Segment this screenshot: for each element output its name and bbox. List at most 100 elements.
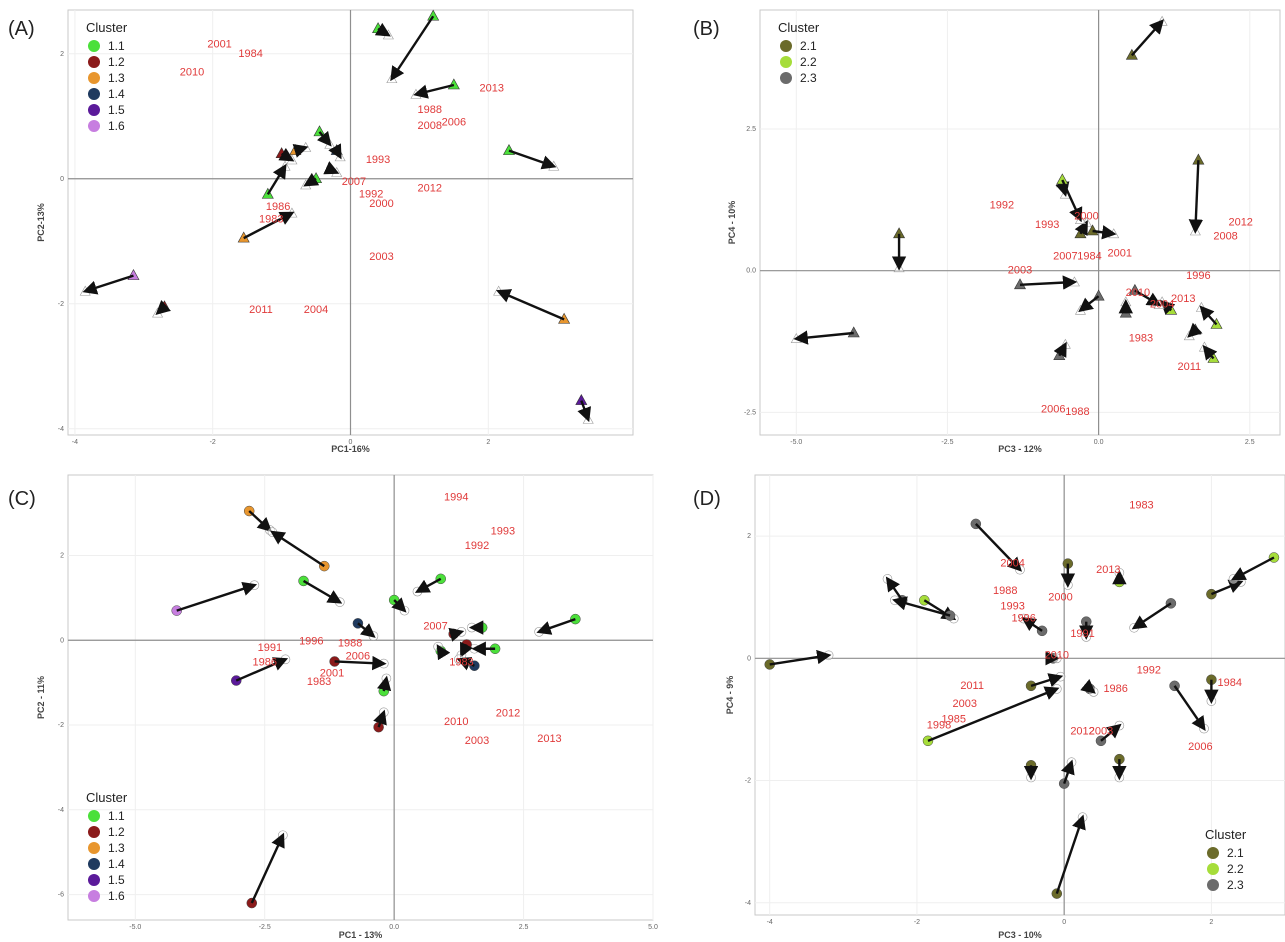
arrow [250, 832, 285, 904]
legend-label: 1.6 [108, 119, 125, 133]
y-axis-title: PC4 - 10% [727, 201, 737, 245]
y-tick-label: -4 [745, 900, 751, 907]
arrow [1021, 617, 1043, 632]
legend-swatch [88, 810, 100, 822]
panel-label: (B) [693, 18, 720, 40]
legend-swatch [88, 120, 100, 132]
arrow [373, 709, 387, 728]
x-tick-label: -2.5 [941, 439, 953, 446]
x-tick-label: 0.0 [389, 924, 399, 931]
arrow [892, 596, 951, 617]
x-tick-label: -2 [914, 919, 920, 926]
legend-label: 1.2 [108, 55, 125, 69]
arrow [1092, 225, 1117, 240]
year-label: 2012 [1070, 726, 1094, 738]
arrow [302, 579, 343, 604]
year-label: 1983 [307, 676, 331, 688]
legend-label: 2.1 [800, 39, 817, 53]
legend-label: 1.4 [108, 857, 125, 871]
chart-d: -4 -2 0 2 -4 -2 0 2 PC3 - 10% PC4 - 9% 1983 2004 201… [725, 474, 1285, 940]
year-label: 1983 [449, 657, 473, 669]
year-label: 2010 [1126, 287, 1150, 299]
year-label: 1992 [990, 199, 1014, 211]
year-label: 2006 [1041, 403, 1065, 415]
year-label: 2006 [346, 650, 370, 662]
year-label: 1992 [465, 540, 489, 552]
legend-swatch [88, 40, 100, 52]
y-tick-label: -2.5 [744, 409, 756, 416]
legend-label: 1.2 [108, 825, 125, 839]
year-label: 1988 [1065, 406, 1089, 418]
arrow [577, 400, 591, 423]
arrow [270, 530, 325, 568]
legend: Cluster 2.1 2.2 2.3 [778, 20, 820, 85]
legend: Cluster 1.1 1.2 1.3 1.4 1.5 1.6 [86, 790, 128, 903]
plot-area [759, 9, 1281, 436]
legend-title: Cluster [86, 20, 128, 35]
year-label: 2003 [465, 735, 489, 747]
panel-label: (C) [8, 488, 36, 510]
point-start [922, 735, 934, 747]
y-tick-label: -2 [58, 722, 64, 729]
legend-label: 2.3 [1227, 878, 1244, 892]
legend-label: 1.3 [108, 71, 125, 85]
arrow [1199, 305, 1218, 326]
year-label: 2012 [417, 182, 441, 194]
arrow [1061, 179, 1083, 223]
year-label: 1983 [1129, 333, 1153, 345]
year-label: 1983 [1129, 500, 1153, 512]
legend-label: 2.1 [1227, 846, 1244, 860]
panel-d: (D) -4 -2 0 2 -4 -2 0 2 PC3 - 10% PC4 - 9% 1983 200… [645, 470, 1285, 942]
year-label: 2011 [1177, 361, 1201, 373]
y-tick-label: -2 [745, 778, 751, 785]
x-tick-label: 2 [486, 439, 490, 446]
year-label: 2013 [1096, 564, 1120, 576]
arrow [414, 577, 442, 593]
x-axis-title: PC3 - 10% [998, 930, 1042, 940]
x-tick-label: -4 [72, 439, 78, 446]
year-label: 2001 [320, 667, 344, 679]
y-axis-title: PC4 - 9% [725, 676, 735, 715]
x-axis-title: PC1 - 13% [339, 930, 383, 940]
arrow [436, 644, 451, 661]
legend-swatch [1207, 879, 1219, 891]
arrow [1100, 723, 1122, 742]
arrow [1060, 759, 1075, 785]
year-label: 2003 [953, 698, 977, 710]
year-label: 2004 [304, 304, 328, 316]
legend-label: 1.6 [108, 889, 125, 903]
panel-label: (D) [693, 488, 721, 510]
arrow [1210, 579, 1244, 596]
legend-swatch [1207, 863, 1219, 875]
arrow [243, 211, 295, 240]
year-label: 1998 [927, 720, 951, 732]
y-tick-label: 2.5 [746, 126, 756, 133]
arrow [1055, 814, 1086, 894]
legend-swatch [88, 874, 100, 886]
year-label: 2000 [1048, 591, 1072, 603]
arrow [323, 161, 340, 175]
year-label: 1983 [259, 214, 283, 226]
point-start [1206, 588, 1217, 600]
legend-swatch [780, 56, 792, 68]
x-tick-label: -5.0 [790, 439, 802, 446]
x-tick-label: 2.5 [1245, 439, 1255, 446]
x-axis-title: PC1-16% [331, 444, 370, 454]
arrow [334, 655, 387, 671]
arrow [1078, 295, 1100, 313]
year-label: 2011 [249, 304, 273, 316]
year-label: 1992 [1137, 665, 1161, 677]
year-label: 2001 [1108, 248, 1132, 260]
legend-swatch [780, 72, 792, 84]
year-label: 2006 [442, 117, 466, 129]
y-tick-label: -4 [58, 807, 64, 814]
year-label: 1984 [1218, 677, 1242, 689]
legend-swatch [1207, 847, 1219, 859]
point-start [427, 9, 440, 21]
year-label: 1996 [1186, 270, 1210, 282]
year-label: 1988 [417, 104, 441, 116]
arrow [974, 523, 1022, 572]
year-label: 1993 [1000, 600, 1024, 612]
arrow [456, 657, 475, 671]
arrow [1030, 673, 1064, 687]
